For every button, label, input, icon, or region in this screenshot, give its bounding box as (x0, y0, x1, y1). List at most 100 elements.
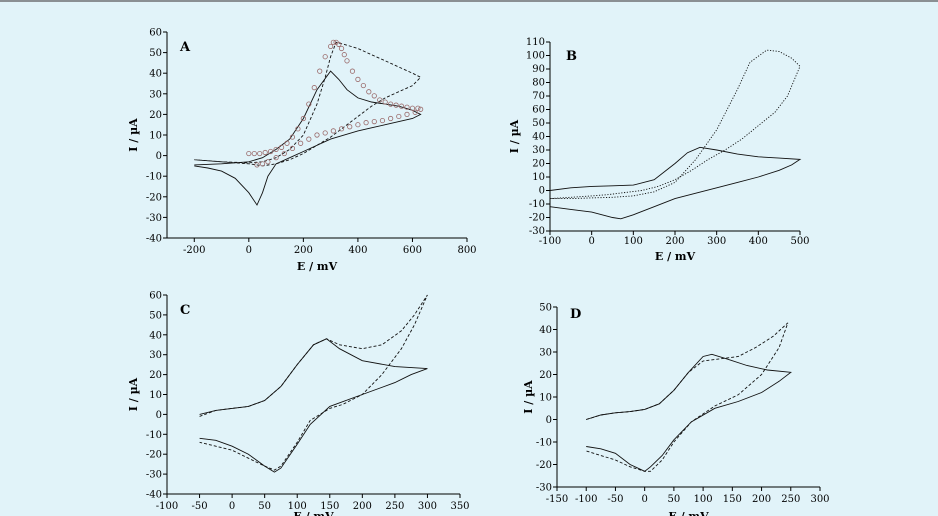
chart-panel-c: -100 -50 0 50 100 150 200 250 300 350-40-30-20-10… (127, 291, 470, 516)
series-line-solid (549, 146, 802, 220)
data-point (404, 104, 410, 110)
x-tick-label: 0 (641, 494, 647, 505)
y-tick-label: -20 (146, 192, 162, 203)
data-point (371, 119, 377, 125)
data-point (284, 140, 290, 146)
data-point (273, 155, 279, 161)
x-tick-label: 50 (668, 494, 681, 505)
chart-panel-b: -100 0 100 200 300 400 500-30-20-1001020304050… (508, 37, 810, 263)
x-tick-label: 400 (749, 236, 768, 247)
y-tick-label: 80 (532, 77, 545, 88)
y-tick-label: 0 (539, 185, 545, 196)
y-tick-label: 50 (539, 303, 552, 314)
y-tick-label: -30 (536, 483, 552, 494)
series-line-dotted (549, 49, 801, 200)
y-tick-label: 30 (532, 145, 545, 156)
y-tick-label: -10 (536, 438, 552, 449)
chart-panel-d: -150 -100 -50 0 50 100 150 200 250 300-30-20-1001… (522, 303, 830, 516)
x-axis-label: E / mV (668, 510, 709, 516)
y-tick-label: 20 (149, 110, 162, 121)
y-tick-label: 0 (156, 410, 162, 421)
y-tick-label: 40 (149, 69, 162, 80)
data-point (278, 144, 285, 150)
x-tick-label: 100 (288, 501, 307, 512)
y-tick-label: 40 (149, 330, 162, 341)
x-axis-label: E / mV (655, 250, 696, 263)
y-tick-label: -10 (529, 199, 545, 210)
data-point (259, 161, 266, 167)
data-point (349, 68, 356, 74)
data-point (388, 115, 394, 122)
data-point (273, 146, 279, 153)
series-line-solid (194, 70, 422, 206)
data-point (246, 150, 252, 157)
data-point (355, 76, 361, 82)
x-tick-label: 0 (229, 501, 235, 512)
series-line-solid (199, 338, 428, 473)
y-tick-label: -40 (146, 490, 162, 501)
y-tick-label: 50 (149, 310, 162, 321)
y-axis-label: I / µA (522, 380, 535, 414)
y-tick-label: 60 (149, 28, 162, 39)
y-tick-label: 70 (532, 91, 545, 102)
y-tick-label: 20 (149, 370, 162, 381)
data-point (268, 148, 274, 155)
data-point (409, 105, 416, 111)
x-tick-label: 0 (246, 245, 252, 256)
panel-letter: B (566, 49, 577, 64)
y-axis-label: I / µA (508, 119, 521, 153)
y-tick-label: 30 (539, 348, 552, 359)
x-tick-label: 250 (781, 494, 800, 505)
y-tick-label: -30 (146, 213, 162, 224)
data-point (398, 103, 405, 109)
data-point (251, 150, 257, 157)
data-point (418, 106, 424, 112)
series-circles (246, 39, 424, 168)
x-tick-label: 800 (457, 245, 476, 256)
y-tick-label: -30 (529, 226, 545, 237)
x-tick-label: -150 (546, 494, 568, 505)
y-tick-label: -20 (529, 212, 545, 223)
y-tick-label: 10 (149, 390, 162, 401)
data-point (306, 101, 312, 107)
y-tick-label: -20 (146, 450, 162, 461)
data-point (322, 130, 328, 136)
y-tick-label: 30 (149, 89, 162, 100)
data-point (311, 85, 317, 91)
x-tick-label: 200 (752, 494, 771, 505)
data-point (262, 149, 268, 156)
y-tick-label: -20 (536, 460, 552, 471)
y-tick-label: 10 (539, 393, 552, 404)
data-point (355, 122, 361, 128)
data-point (379, 117, 386, 124)
x-axis-label: E / mV (293, 510, 334, 516)
series-line-dashed (194, 41, 422, 167)
y-tick-label: 20 (539, 370, 552, 381)
data-point (366, 89, 372, 95)
y-tick-label: -30 (146, 470, 162, 481)
chart-panel-a: -200 0 200 400 600 800 -40 -30 -20 -10 0 10 20 30 40 50… (127, 28, 477, 274)
y-axis-label: I / µA (127, 377, 140, 411)
x-tick-label: -50 (192, 501, 208, 512)
data-point (257, 150, 263, 157)
data-point (377, 97, 383, 103)
data-point (412, 109, 418, 115)
x-tick-label: -100 (156, 501, 178, 512)
series-line-dashed (199, 294, 428, 471)
panel-letter: A (179, 40, 191, 55)
x-tick-label: 100 (624, 236, 643, 247)
y-tick-label: 50 (149, 48, 162, 59)
data-point (396, 113, 402, 120)
x-tick-label: 400 (348, 245, 367, 256)
panel-letter: C (180, 303, 190, 318)
x-tick-label: 200 (294, 245, 313, 256)
x-tick-label: 350 (450, 501, 469, 512)
data-point (254, 162, 260, 168)
data-point (388, 101, 394, 107)
data-point (347, 124, 353, 130)
y-tick-label: 10 (532, 172, 545, 183)
y-tick-label: 30 (149, 350, 162, 361)
data-point (328, 43, 334, 50)
x-tick-label: -100 (539, 236, 561, 247)
data-point (265, 159, 271, 165)
